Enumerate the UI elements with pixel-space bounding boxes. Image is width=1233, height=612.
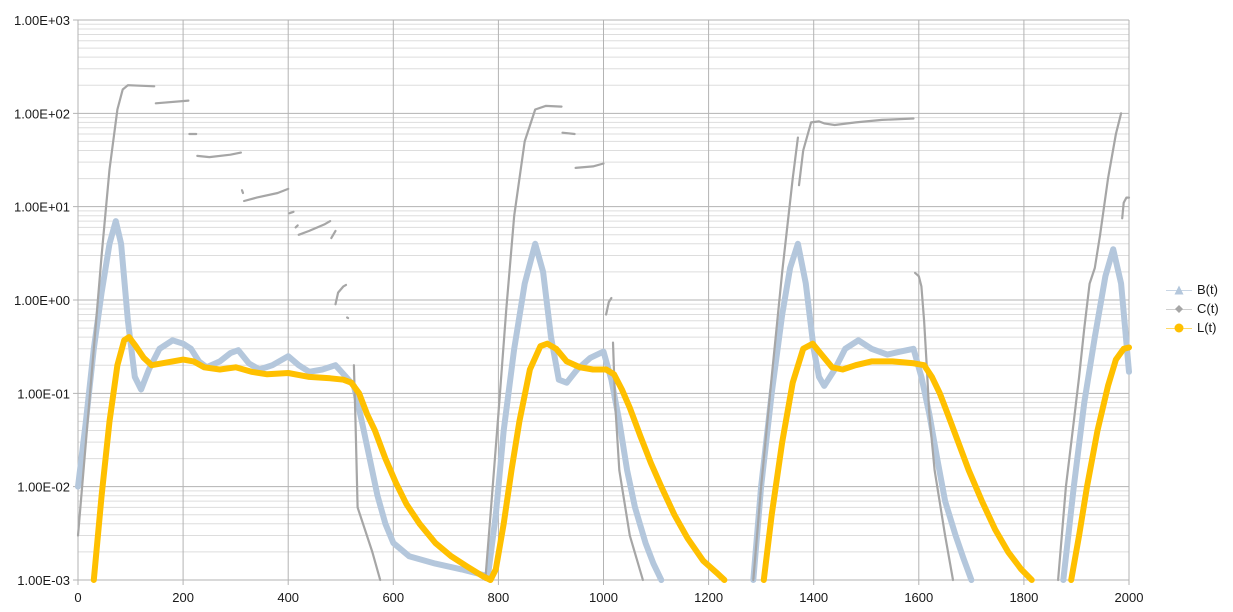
legend-item-l[interactable]: L(t) [1166,318,1219,337]
x-tick-label: 1000 [589,590,618,605]
x-tick-label: 2000 [1115,590,1144,605]
x-tick-label: 200 [172,590,194,605]
x-tick-label: 1800 [1009,590,1038,605]
legend-swatch-l [1166,322,1192,334]
x-tick-label: 1200 [694,590,723,605]
x-tick-label: 0 [74,590,81,605]
plot-area [75,84,1132,583]
y-tick-label: 1.00E-01 [17,386,70,401]
y-axis-labels: 1.00E-03 1.00E-02 1.00E-01 1.00E+00 1.00E+01… [14,13,70,588]
legend-label: B(t) [1197,282,1218,297]
diamond-icon [1175,304,1183,313]
legend-label: L(t) [1197,320,1217,335]
y-tick-label: 1.00E+01 [14,200,70,215]
x-tick-label: 1400 [799,590,828,605]
triangle-icon [1174,285,1184,294]
y-tick-label: 1.00E+00 [14,293,70,308]
series-ct [76,84,1131,582]
y-tick-label: 1.00E-02 [17,480,70,495]
legend-item-c[interactable]: C(t) [1166,299,1219,318]
x-tick-label: 1600 [904,590,933,605]
y-tick-label: 1.00E-03 [17,573,70,588]
y-tick-label: 1.00E+02 [14,106,70,121]
legend-swatch-b [1166,284,1192,296]
x-tick-label: 600 [382,590,404,605]
legend-swatch-c [1166,303,1192,315]
series-lt [90,334,1132,583]
legend-label: C(t) [1197,301,1219,316]
y-tick-label: 1.00E+03 [14,13,70,28]
legend: B(t) C(t) L(t) [1166,280,1219,337]
circle-icon [1174,323,1184,332]
x-tick-label: 800 [488,590,510,605]
x-axis-labels: 0 200 400 600 800 1000 1200 1400 1600 1800 2000 [74,590,1143,605]
legend-item-b[interactable]: B(t) [1166,280,1219,299]
major-gridlines [73,19,1130,585]
x-tick-label: 400 [277,590,299,605]
